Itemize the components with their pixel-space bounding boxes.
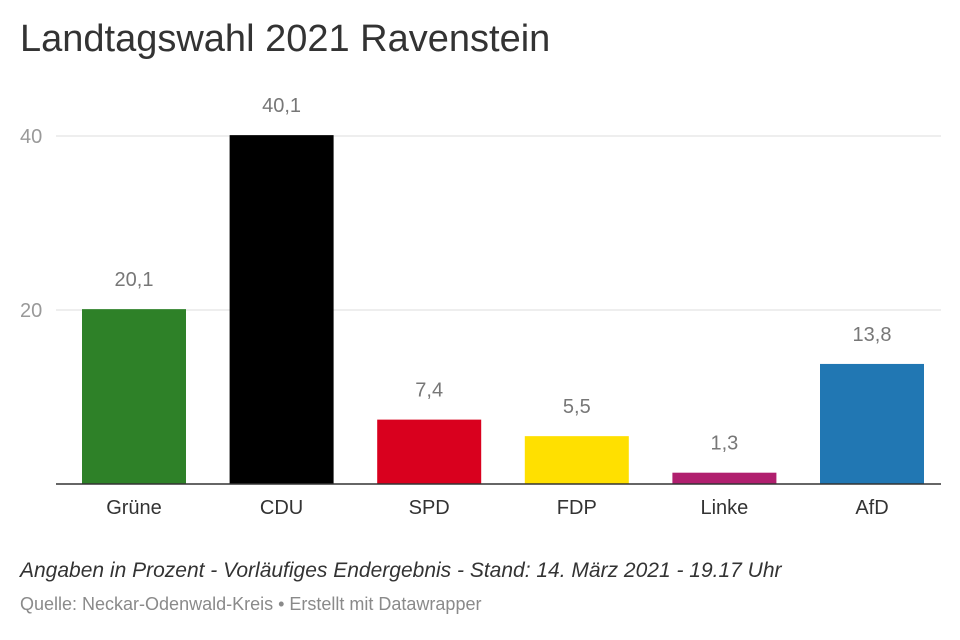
labels: 20 40 20,1 Grüne 40,1 CDU 7,4 SPD 5,5 FDP 1,3 Linke… [20,95,891,519]
value-label: 40,1 [262,95,301,117]
chart-title: Landtagswahl 2021 Ravenstein [20,18,551,60]
y-tick-label: 20 [20,300,42,322]
category-label: Linke [700,497,748,519]
value-label: 20,1 [115,269,154,291]
y-tick-label: 40 [20,126,42,148]
bar [377,419,482,484]
bars [56,135,941,485]
category-label: FDP [557,497,597,519]
category-label: SPD [409,497,450,519]
value-label: 1,3 [710,433,738,455]
bar-chart: 20 40 20,1 Grüne 40,1 CDU 7,4 SPD 5,5 FDP 1,3 Linke… [20,95,941,519]
value-label: 13,8 [853,324,892,346]
bar [82,309,186,484]
bar [524,436,629,484]
bar [229,135,334,484]
category-label: AfD [855,497,888,519]
category-label: Grüne [106,497,162,519]
value-label: 5,5 [563,396,591,418]
chart-notes: Angaben in Prozent - Vorläufiges Enderge… [20,559,782,582]
gridlines [56,135,941,311]
bar [820,363,924,484]
value-label: 7,4 [415,380,443,402]
category-label: CDU [260,497,303,519]
chart-source: Quelle: Neckar-Odenwald-Kreis • Erstellt… [20,594,482,614]
bar [672,472,777,484]
